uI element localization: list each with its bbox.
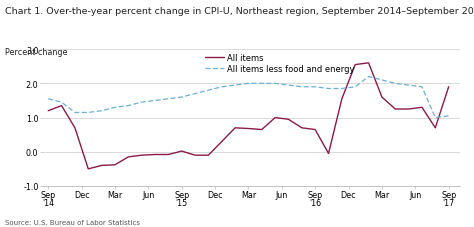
- All items less food and energy: [232, 84, 238, 87]
- All items: [206, 154, 211, 157]
- All items: [46, 110, 51, 113]
- All items: [246, 128, 251, 130]
- All items: [379, 96, 385, 99]
- All items: [432, 127, 438, 130]
- Legend: All items, All items less food and energy: All items, All items less food and energ…: [205, 54, 355, 74]
- All items less food and energy: [139, 101, 145, 104]
- Text: Source: U.S. Bureau of Labor Statistics: Source: U.S. Bureau of Labor Statistics: [5, 219, 140, 225]
- Text: Chart 1. Over-the-year percent change in CPI-U, Northeast region, September 2014: Chart 1. Over-the-year percent change in…: [5, 7, 474, 16]
- All items less food and energy: [99, 110, 104, 113]
- All items less food and energy: [432, 117, 438, 119]
- All items less food and energy: [259, 83, 264, 85]
- All items less food and energy: [406, 84, 411, 87]
- All items: [272, 117, 278, 119]
- All items less food and energy: [165, 98, 171, 101]
- All items less food and energy: [85, 112, 91, 114]
- All items: [286, 118, 292, 121]
- All items: [99, 164, 104, 167]
- All items less food and energy: [192, 93, 198, 96]
- All items: [165, 153, 171, 156]
- All items less food and energy: [59, 101, 64, 104]
- All items less food and energy: [339, 88, 345, 90]
- All items less food and energy: [286, 84, 292, 87]
- All items less food and energy: [206, 89, 211, 92]
- All items: [299, 127, 305, 130]
- All items less food and energy: [272, 83, 278, 85]
- All items less food and energy: [179, 96, 184, 99]
- All items: [139, 154, 145, 157]
- All items: [339, 98, 345, 101]
- Line: All items less food and energy: All items less food and energy: [48, 77, 449, 118]
- All items: [219, 141, 225, 143]
- All items: [232, 127, 238, 130]
- All items: [326, 153, 331, 155]
- All items: [59, 105, 64, 108]
- All items: [259, 128, 264, 131]
- All items: [406, 108, 411, 111]
- All items: [392, 108, 398, 111]
- All items less food and energy: [246, 83, 251, 85]
- All items: [419, 106, 425, 109]
- All items less food and energy: [366, 76, 372, 79]
- All items: [192, 154, 198, 157]
- All items less food and energy: [446, 115, 452, 118]
- All items: [152, 153, 158, 156]
- All items less food and energy: [419, 86, 425, 89]
- All items: [72, 127, 78, 130]
- All items less food and energy: [152, 100, 158, 102]
- All items: [126, 156, 131, 158]
- All items less food and energy: [352, 86, 358, 89]
- All items: [446, 86, 452, 89]
- All items less food and energy: [392, 83, 398, 85]
- All items: [112, 164, 118, 166]
- All items: [179, 150, 184, 153]
- Text: Percent change: Percent change: [5, 48, 67, 57]
- All items less food and energy: [112, 106, 118, 109]
- All items less food and energy: [326, 88, 331, 90]
- All items less food and energy: [46, 98, 51, 101]
- All items less food and energy: [312, 86, 318, 89]
- All items less food and energy: [72, 112, 78, 114]
- All items less food and energy: [126, 105, 131, 108]
- All items less food and energy: [299, 86, 305, 89]
- All items: [85, 168, 91, 170]
- Line: All items: All items: [48, 64, 449, 169]
- All items: [366, 62, 372, 65]
- All items less food and energy: [379, 79, 385, 82]
- All items: [352, 64, 358, 67]
- All items: [312, 128, 318, 131]
- All items less food and energy: [219, 86, 225, 89]
